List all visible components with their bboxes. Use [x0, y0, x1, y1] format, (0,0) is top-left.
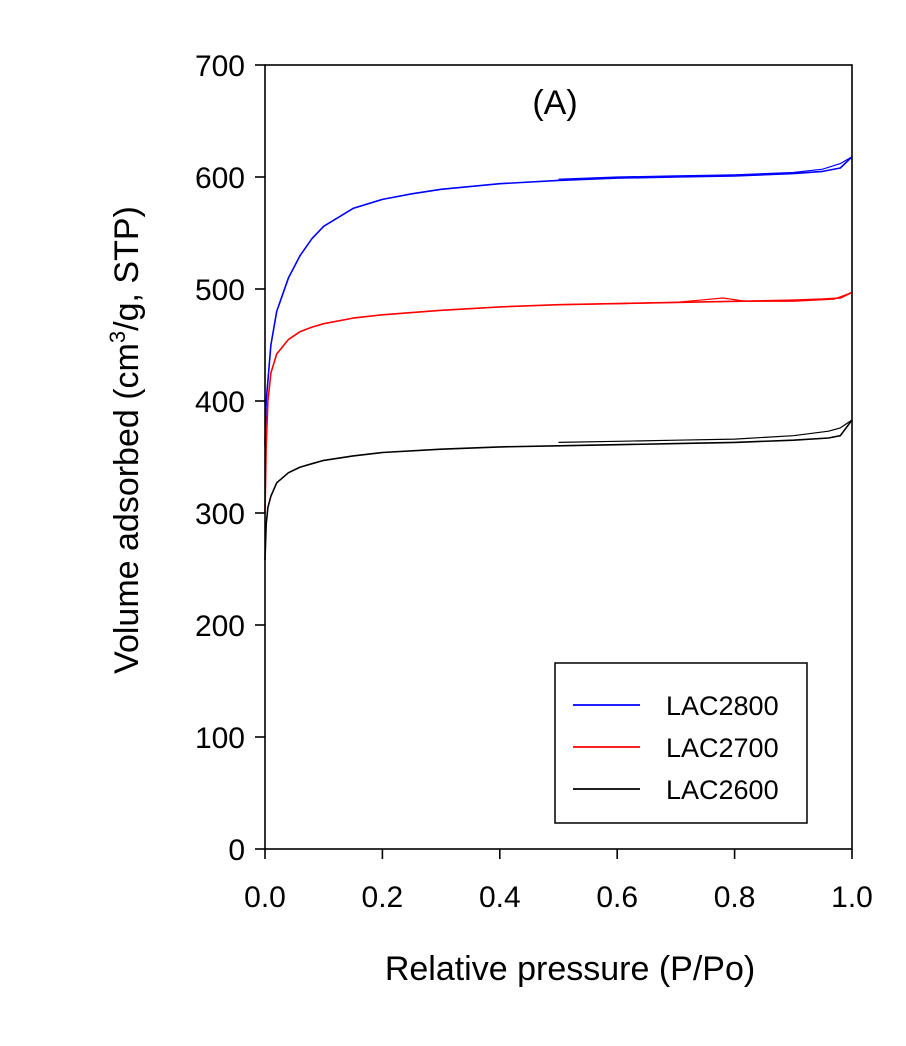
- legend-box: [554, 662, 808, 824]
- legend: LAC2800 LAC2700 LAC2600: [554, 662, 808, 824]
- legend-label: LAC2800: [666, 691, 779, 721]
- legend-label: LAC2700: [666, 733, 779, 763]
- y-axis-title-main: Volume adsorbed (cm: [108, 343, 146, 674]
- y-tick-label: 300: [195, 498, 245, 531]
- x-axis-title: Relative pressure (P/Po): [385, 950, 755, 988]
- series-lac2700-desorption-line: [558, 291, 853, 306]
- tick-layer: 0.0 0.2 0.4 0.6 0.8 1.0 0 100 200 300 400 500 600 700: [195, 50, 873, 914]
- series-lac2700-adsorption-line: [264, 291, 853, 514]
- y-axis-title-superscript: 3: [105, 331, 130, 343]
- y-tick-label: 600: [195, 162, 245, 195]
- y-axis-title: Volume adsorbed (cm3/g, STP): [105, 206, 146, 674]
- series-lac2600-desorption-line: [558, 419, 853, 443]
- x-tick-label: 0.6: [596, 881, 638, 914]
- x-tick-label: 0.0: [244, 881, 286, 914]
- series-layer: [264, 156, 853, 561]
- y-tick-label: 700: [195, 50, 245, 83]
- y-tick-label: 200: [195, 610, 245, 643]
- y-tick-label: 400: [195, 386, 245, 419]
- legend-label: LAC2600: [666, 775, 779, 805]
- y-axis-title-rest: /g, STP): [108, 206, 146, 331]
- y-tick-label: 100: [195, 722, 245, 755]
- x-tick-label: 0.4: [479, 881, 521, 914]
- series-lac2800-adsorption-line: [264, 156, 853, 446]
- plot-frame: [264, 64, 853, 850]
- x-tick-label: 0.2: [362, 881, 404, 914]
- panel-label: (A): [532, 84, 577, 122]
- x-tick-label: 1.0: [831, 881, 873, 914]
- y-tick-label: 0: [228, 834, 245, 867]
- y-tick-label: 500: [195, 274, 245, 307]
- series-lac2800-desorption-line: [558, 156, 853, 180]
- x-tick-label: 0.8: [714, 881, 756, 914]
- series-lac2600-adsorption-line: [264, 419, 853, 561]
